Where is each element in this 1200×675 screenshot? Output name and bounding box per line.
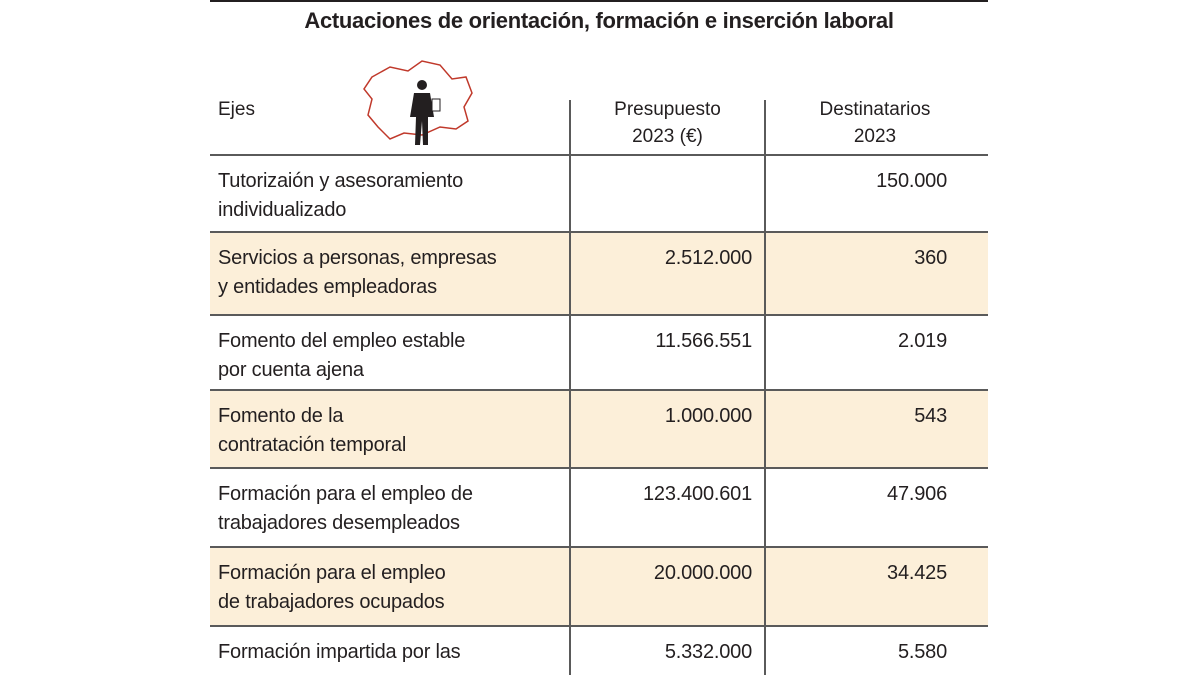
row-label: de trabajadores ocupados bbox=[218, 591, 445, 613]
row-rule bbox=[210, 231, 988, 233]
row-label: Fomento de la bbox=[218, 405, 344, 427]
recipients-value: 5.580 bbox=[897, 641, 947, 663]
row-label: por cuenta ajena bbox=[218, 359, 364, 381]
row-rule bbox=[210, 467, 988, 469]
recipients-value: 34.425 bbox=[887, 562, 947, 584]
row-band bbox=[210, 547, 988, 626]
budget-value: 2.512.000 bbox=[664, 247, 752, 269]
col-rule bbox=[764, 100, 766, 675]
recipients-value: 543 bbox=[914, 405, 947, 427]
recipients-value: 150.000 bbox=[876, 170, 947, 192]
row-label: Formación para el empleo bbox=[218, 562, 446, 584]
title: Actuaciones de orientación, formación e … bbox=[304, 8, 894, 33]
budget-value: 1.000.000 bbox=[664, 405, 752, 427]
row-rule bbox=[210, 389, 988, 391]
header-text: Destinatarios bbox=[819, 99, 931, 120]
row-label: Fomento del empleo estable bbox=[218, 330, 466, 352]
row-label: Servicios a personas, empresas bbox=[218, 247, 497, 269]
row-label: y entidades empleadoras bbox=[218, 276, 437, 298]
row-band bbox=[210, 232, 988, 315]
row-rule bbox=[210, 154, 988, 156]
row-label: individualizado bbox=[218, 199, 347, 221]
budget-value: 11.566.551 bbox=[655, 330, 752, 352]
row-label: trabajadores desempleados bbox=[218, 512, 460, 534]
row-label: Formación para el empleo de bbox=[218, 483, 473, 505]
row-label: Tutorizaión y asesoramiento bbox=[218, 170, 464, 192]
header-text: Presupuesto bbox=[614, 99, 721, 120]
col-rule bbox=[569, 100, 571, 675]
row-rule bbox=[210, 625, 988, 627]
top-rule bbox=[210, 0, 988, 2]
row-band bbox=[210, 390, 988, 468]
recipients-value: 360 bbox=[914, 247, 947, 269]
recipients-value: 2.019 bbox=[897, 330, 947, 352]
row-label: Formación impartida por las bbox=[218, 641, 461, 663]
map-icon bbox=[363, 60, 473, 145]
budget-value: 20.000.000 bbox=[653, 562, 752, 584]
budget-value: 123.400.601 bbox=[642, 483, 752, 505]
budget-value: 5.332.000 bbox=[664, 641, 752, 663]
header-text: Ejes bbox=[218, 99, 255, 120]
row-label: contratación temporal bbox=[218, 434, 407, 456]
row-rule bbox=[210, 314, 988, 316]
recipients-value: 47.906 bbox=[887, 483, 947, 505]
header-text: 2023 (€) bbox=[632, 126, 703, 147]
row-rule bbox=[210, 546, 988, 548]
header-text: 2023 bbox=[853, 126, 897, 147]
